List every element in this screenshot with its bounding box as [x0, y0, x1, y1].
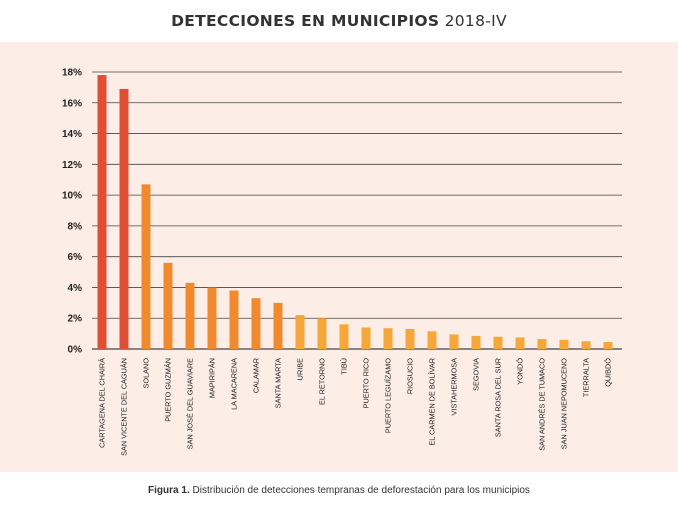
bar	[185, 282, 195, 349]
x-category-label: RIOSUCIO	[406, 358, 415, 394]
y-tick-label: 0%	[68, 345, 83, 356]
y-tick-label: 16%	[62, 98, 82, 109]
x-category-label: CALAMAR	[252, 358, 261, 393]
x-category-label: SAN JUAN NEPOMUCENO	[560, 358, 569, 450]
bar	[229, 290, 239, 349]
x-category-label: SAN ANDRÉS DE TUMACO	[538, 358, 547, 451]
x-category-label: SAN JOSÉ DEL GUAVIARE	[186, 358, 195, 449]
bar	[449, 334, 459, 349]
y-tick-label: 2%	[68, 314, 83, 325]
bar	[603, 342, 613, 349]
x-category-label: SANTA ROSA DEL SUR	[494, 358, 503, 437]
x-category-label: SAN VICENTE DEL CAGUÁN	[120, 358, 129, 456]
bar	[317, 318, 327, 349]
chart-panel: 0% 2% 4% 6% 8% 10% 12% 14% 16% 18% CARTAGENA DEL …	[0, 42, 678, 472]
bar	[537, 338, 547, 349]
x-category-label: SOLANO	[142, 358, 151, 389]
caption-text: Distribución de detecciones tempranas de…	[192, 485, 530, 496]
bar	[515, 337, 525, 349]
bar-chart: 0% 2% 4% 6% 8% 10% 12% 14% 16% 18% CARTAGENA DEL …	[62, 68, 622, 456]
x-axis-labels: CARTAGENA DEL CHAIRÁ SAN VICENTE DEL CAGU…	[98, 358, 613, 456]
x-category-label: EL CARMEN DE BOLÍVAR	[428, 358, 437, 446]
bar	[471, 335, 481, 349]
x-category-label: VISTAHERMOSA	[450, 358, 459, 416]
y-tick-label: 14%	[62, 129, 82, 140]
bars	[97, 75, 613, 350]
x-category-label: YONDÓ	[516, 358, 525, 385]
bar	[559, 339, 569, 349]
bar	[383, 328, 393, 349]
bar	[493, 336, 503, 349]
y-tick-label: 10%	[62, 191, 82, 202]
bar	[427, 331, 437, 349]
x-category-label: URIBE	[296, 358, 305, 380]
y-tick-label: 4%	[68, 283, 83, 294]
x-category-label: SANTA MARTA	[274, 358, 283, 408]
bar	[141, 184, 151, 349]
chart-title: DETECCIONES EN MUNICIPIOS 2018-IV	[171, 12, 507, 30]
x-category-label: PUERTO RICO	[362, 358, 371, 409]
bar	[119, 88, 129, 349]
title-band: DETECCIONES EN MUNICIPIOS 2018-IV	[0, 0, 678, 42]
gridlines	[92, 71, 622, 350]
bar	[251, 298, 261, 349]
bar	[273, 302, 283, 349]
x-category-label: CARTAGENA DEL CHAIRÁ	[98, 358, 107, 448]
chart-title-period: 2018-IV	[444, 12, 507, 30]
bar	[405, 328, 415, 349]
x-category-label: TIBÚ	[340, 358, 349, 375]
chart-title-main: DETECCIONES EN MUNICIPIOS	[171, 12, 440, 30]
x-category-label: LA MACARENA	[230, 358, 239, 410]
x-category-label: PUERTO GUZMÁN	[164, 358, 173, 422]
x-category-label: PUERTO LEGUÍZAMO	[384, 358, 393, 433]
y-tick-label: 8%	[68, 221, 83, 232]
x-category-label: MAPIRIPÁN	[208, 358, 217, 398]
caption-label: Figura 1.	[148, 485, 190, 496]
figure-caption: Figura 1. Distribución de detecciones te…	[0, 478, 678, 504]
bar	[361, 327, 371, 349]
x-category-label: SEGOVIA	[472, 358, 481, 391]
y-tick-label: 12%	[62, 160, 82, 171]
bar	[339, 324, 349, 349]
x-category-label: QUIBDÓ	[604, 358, 613, 387]
x-category-label: TIERRALTA	[582, 358, 591, 397]
y-tick-label: 6%	[68, 252, 83, 263]
bar	[581, 341, 591, 349]
bar	[295, 315, 305, 349]
bar	[97, 75, 107, 350]
y-axis-ticks: 0% 2% 4% 6% 8% 10% 12% 14% 16% 18%	[62, 68, 82, 356]
bar	[207, 287, 217, 349]
x-category-label: EL RETORNO	[318, 358, 327, 405]
bar	[163, 262, 173, 349]
y-tick-label: 18%	[62, 68, 82, 79]
